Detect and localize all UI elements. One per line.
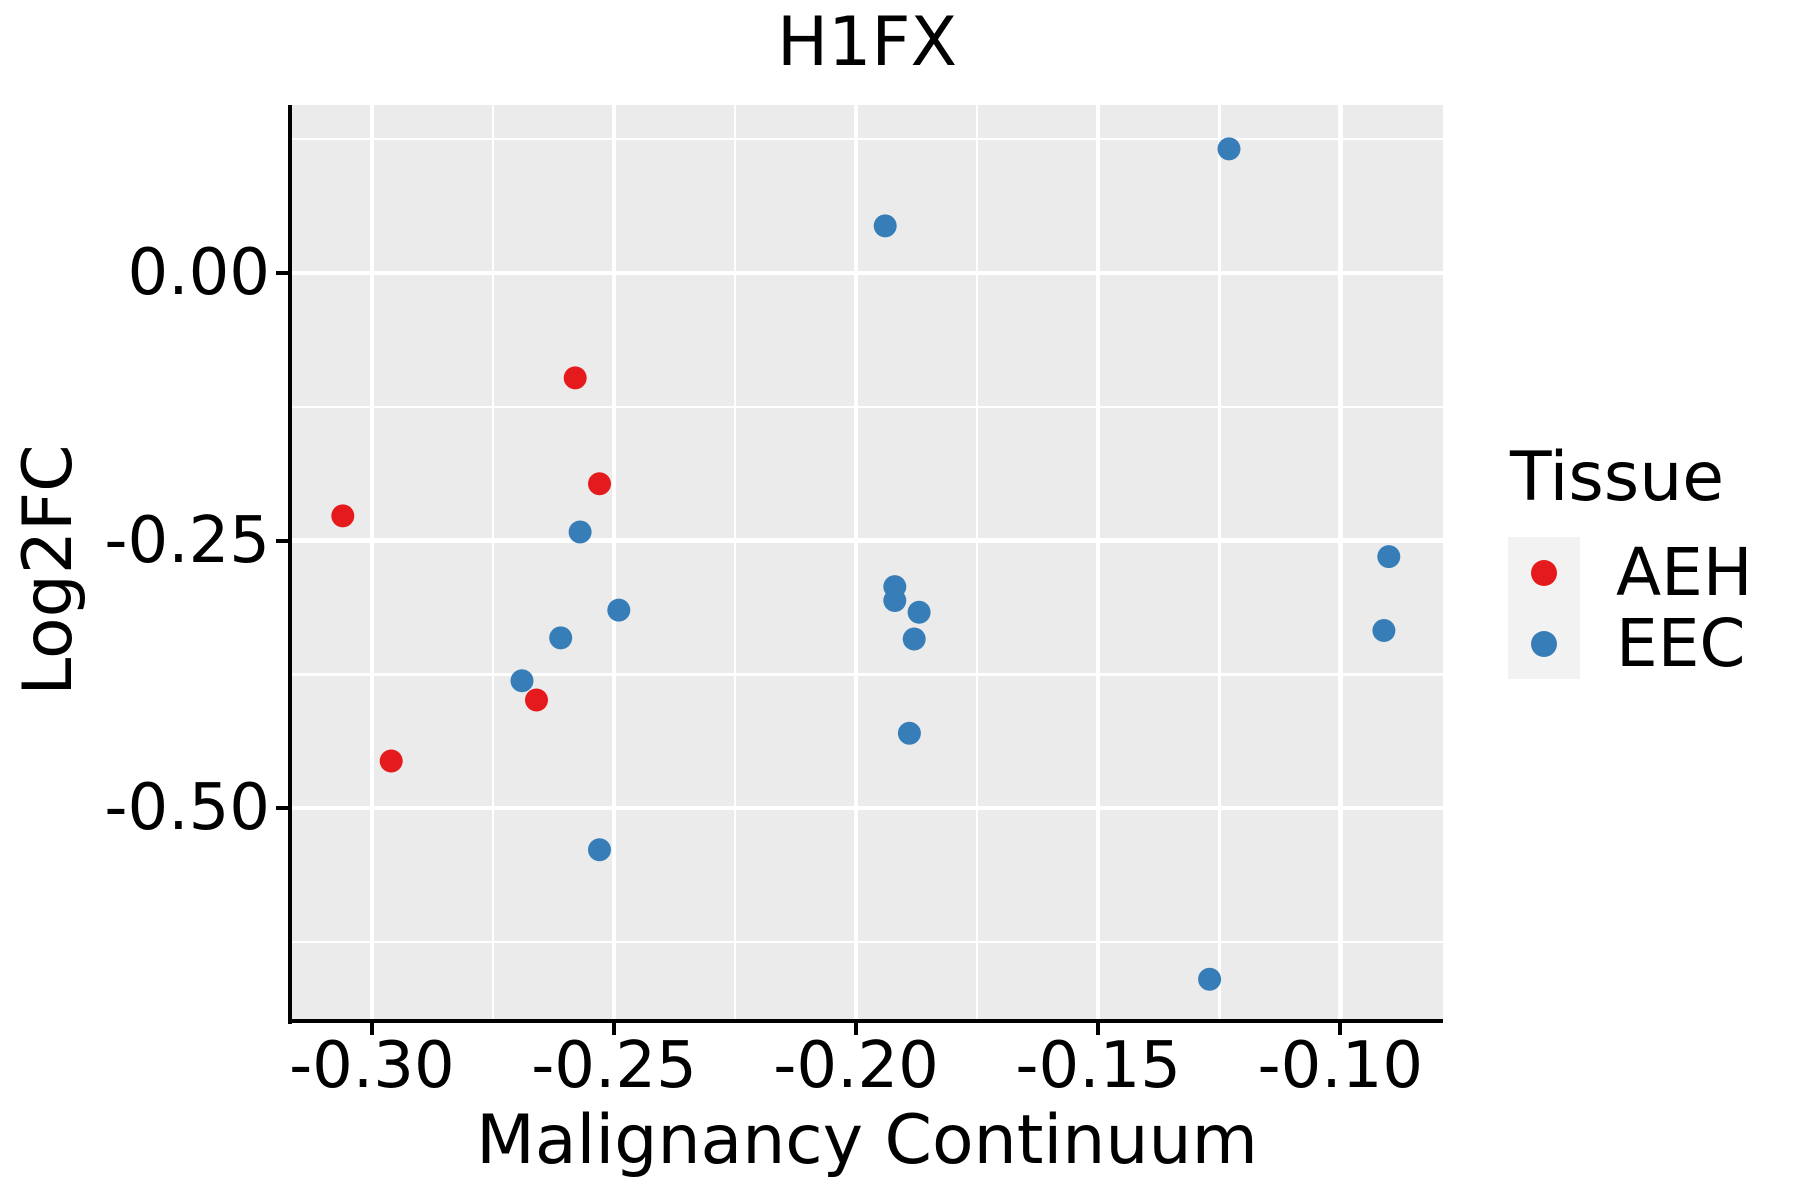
gridline-major-y [291,805,1443,811]
gridline-major-y [291,538,1443,543]
x-tick-mark [1096,1023,1101,1035]
legend-entry-label: AEH [1616,534,1753,611]
gridline-minor-y [291,405,1443,409]
y-tick-label: 0.00 [127,236,271,311]
legend-entry-EEC: EEC [1508,605,1788,682]
gridline-minor-y [291,673,1443,676]
gridline-minor-y [291,137,1443,141]
gridline-major-x [369,105,375,1020]
x-tick-label: -0.20 [773,1029,939,1103]
legend-dot-icon [1531,630,1557,657]
legend-key [1508,537,1580,608]
gridline-minor-x [491,105,495,1020]
gridline-minor-x [733,105,737,1020]
plot-panel [291,105,1443,1020]
x-tick-mark [611,1023,616,1035]
legend-entry-AEH: AEH [1508,534,1788,611]
y-tick-mark [275,271,288,276]
x-axis-title: Malignancy Continuum [476,1100,1258,1180]
gridline-major-x [1095,105,1101,1020]
gridline-major-x [853,105,859,1020]
x-tick-mark [369,1023,374,1035]
legend-dot-icon [1531,559,1557,586]
y-tick-mark [275,806,288,811]
x-axis-line [287,1018,1443,1023]
y-tick-label: -0.50 [104,771,270,846]
y-tick-mark [275,538,288,543]
x-tick-mark [854,1023,859,1035]
legend-entry-label: EEC [1616,605,1746,682]
x-tick-label: -0.30 [289,1029,455,1103]
plot-title: H1FX [776,2,958,82]
legend-title: Tissue [1510,438,1725,517]
gridline-major-x [611,105,617,1020]
gridline-minor-x [1218,105,1221,1020]
y-axis-title: Log2FC [8,444,88,696]
x-tick-label: -0.25 [531,1029,697,1103]
x-tick-mark [1338,1023,1343,1035]
gridline-minor-x [975,105,979,1020]
gridline-major-y [291,270,1443,276]
y-axis-line [287,105,292,1024]
x-tick-label: -0.10 [1257,1029,1424,1103]
legend-key [1508,608,1580,679]
y-tick-label: -0.25 [104,503,270,578]
gridline-major-x [1338,105,1343,1020]
legend-entries: AEH EEC [1508,534,1788,682]
gridline-minor-y [291,940,1443,944]
legend: Tissue AEH EEC [1508,438,1788,682]
x-tick-label: -0.15 [1015,1029,1182,1103]
